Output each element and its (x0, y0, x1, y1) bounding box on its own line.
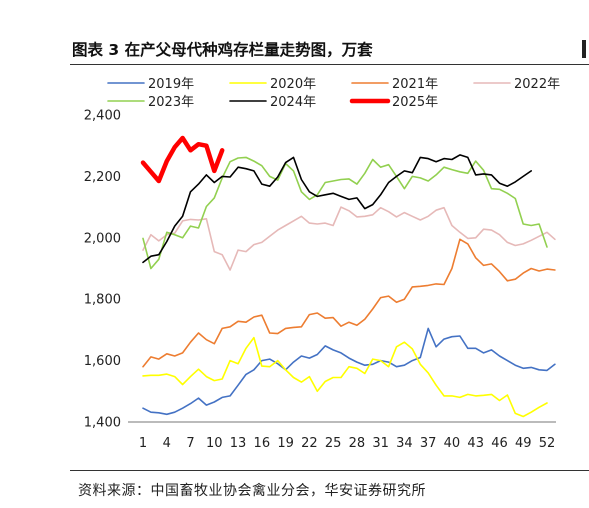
chart-title: 图表 3 在产父母代种鸡存栏量走势图，万套 (72, 41, 373, 59)
series-line-2022 (142, 206, 556, 271)
x-tick-label: 13 (230, 436, 247, 451)
y-tick-label: 1,800 (84, 293, 121, 308)
y-tick-label: 2,000 (84, 231, 121, 246)
x-tick-label: 25 (325, 436, 342, 451)
x-tick-label: 1 (139, 436, 147, 451)
x-tick-label: 28 (349, 436, 366, 451)
series-line-2024 (142, 154, 533, 264)
x-tick-label: 19 (277, 436, 294, 451)
series-lines (140, 135, 556, 418)
source-rule (70, 470, 589, 471)
x-tick-label: 46 (491, 436, 508, 451)
x-tick-label: 16 (254, 436, 271, 451)
legend-label: 2024年 (270, 95, 316, 110)
series-line-2019 (142, 327, 556, 416)
y-tick-label: 2,400 (84, 109, 121, 124)
y-tick-label: 1,600 (84, 354, 121, 369)
x-tick-label: 7 (186, 436, 194, 451)
series-line-2025 (140, 135, 225, 184)
x-tick-label: 43 (467, 436, 484, 451)
x-tick-label: 22 (301, 436, 318, 451)
x-tick-label: 52 (539, 436, 556, 451)
legend-label: 2020年 (270, 77, 316, 92)
x-tick-label: 31 (372, 436, 389, 451)
series-line-2020 (142, 336, 548, 418)
legend: 2019年 2020年 2021年 2022年 2023年 2024年 2025年 (107, 77, 560, 110)
axes: 1,400 1,600 1,800 2,000 2,200 2,400 1 4 7 10 13 16 1… (84, 109, 556, 451)
x-tick-label: 4 (163, 436, 171, 451)
y-tick-label: 2,200 (84, 170, 121, 185)
cropped-edge-mark (582, 40, 586, 58)
x-tick-label: 10 (206, 436, 223, 451)
y-tick-label: 1,400 (84, 416, 121, 431)
x-tick-label: 37 (420, 436, 437, 451)
x-tick-label: 40 (444, 436, 461, 451)
legend-label: 2019年 (148, 77, 194, 92)
legend-label: 2025年 (392, 95, 438, 110)
legend-label: 2023年 (148, 95, 194, 110)
x-tick-label: 49 (515, 436, 532, 451)
series-line-2021 (142, 238, 556, 368)
legend-label: 2022年 (514, 77, 560, 92)
title-rule (70, 64, 589, 65)
legend-label: 2021年 (392, 77, 438, 92)
x-tick-label: 34 (396, 436, 413, 451)
series-line-2023 (142, 156, 548, 270)
source-note: 资料来源：中国畜牧业协会禽业分会，华安证券研究所 (78, 483, 426, 499)
